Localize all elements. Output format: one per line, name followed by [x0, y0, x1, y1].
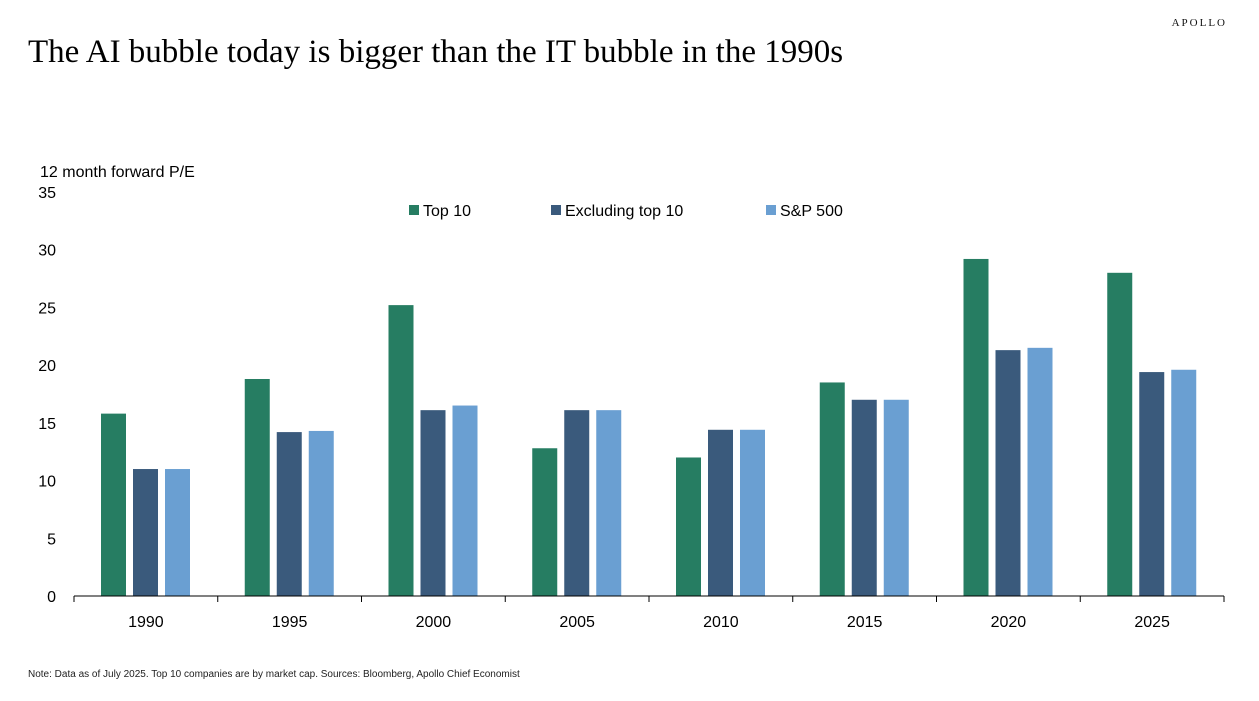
bar-excluding-top-10-2005 — [564, 410, 590, 596]
y-axis-ticks: 0 5 10 15 20 25 30 35 — [38, 185, 56, 606]
legend-label-s-p-500: S&P 500 — [780, 203, 843, 220]
x-tick-label: 1990 — [128, 614, 164, 631]
bar-top-10-1995 — [244, 378, 270, 596]
bar-s-p-500-2020 — [1027, 347, 1053, 596]
bar-top-10-1990 — [101, 413, 126, 596]
y-tick-label: 25 — [38, 300, 56, 317]
x-tick-label: 1995 — [272, 614, 308, 631]
bar-top-10-2015 — [819, 382, 845, 596]
bar-s-p-500-2005 — [596, 410, 622, 596]
bar-top-10-2010 — [676, 457, 701, 596]
bars-group — [101, 258, 1197, 596]
bar-excluding-top-10-2010 — [708, 429, 733, 596]
x-tick-label: 2000 — [416, 614, 452, 631]
brand-logo: APOLLO — [1171, 17, 1227, 29]
bar-excluding-top-10-2015 — [851, 399, 877, 596]
y-tick-label: 5 — [47, 531, 56, 548]
bar-excluding-top-10-1995 — [276, 432, 302, 596]
bar-excluding-top-10-2020 — [995, 350, 1021, 596]
bar-s-p-500-2025 — [1171, 369, 1197, 596]
legend-swatch-s-p-500 — [766, 205, 776, 215]
bar-s-p-500-2000 — [452, 405, 478, 596]
bar-top-10-2005 — [532, 448, 558, 596]
x-tick-label: 2015 — [847, 614, 883, 631]
bar-top-10-2000 — [388, 305, 414, 596]
y-tick-label: 10 — [38, 474, 56, 491]
page-title: The AI bubble today is bigger than the I… — [28, 34, 844, 70]
bar-s-p-500-2015 — [883, 399, 909, 596]
x-tick-label: 2020 — [991, 614, 1027, 631]
y-axis-label: 12 month forward P/E — [40, 164, 195, 181]
legend-swatch-top-10 — [409, 205, 419, 215]
y-tick-label: 30 — [38, 243, 56, 260]
bar-s-p-500-2010 — [740, 429, 765, 596]
bar-excluding-top-10-2025 — [1139, 372, 1165, 596]
legend: Top 10 Excluding top 10 S&P 500 — [409, 203, 843, 220]
bar-top-10-2025 — [1107, 272, 1133, 596]
y-tick-label: 20 — [38, 358, 56, 375]
legend-label-excluding-top-10: Excluding top 10 — [565, 203, 683, 220]
bar-s-p-500-1990 — [165, 469, 190, 596]
bar-excluding-top-10-2000 — [420, 410, 446, 596]
legend-label-top-10: Top 10 — [423, 203, 471, 220]
bar-excluding-top-10-1990 — [133, 469, 158, 596]
x-tick-label: 2005 — [559, 614, 595, 631]
bar-s-p-500-1995 — [308, 430, 334, 596]
y-tick-label: 0 — [47, 589, 56, 606]
y-tick-label: 35 — [38, 185, 56, 202]
source-note: Note: Data as of July 2025. Top 10 compa… — [28, 669, 520, 680]
bar-top-10-2020 — [963, 258, 989, 596]
y-tick-label: 15 — [38, 416, 56, 433]
legend-swatch-excluding-top-10 — [551, 205, 561, 215]
x-tick-label: 2010 — [703, 614, 739, 631]
x-axis: 1990 1995 2000 2005 2010 2015 2020 2025 — [73, 595, 1225, 631]
x-tick-label: 2025 — [1134, 614, 1170, 631]
